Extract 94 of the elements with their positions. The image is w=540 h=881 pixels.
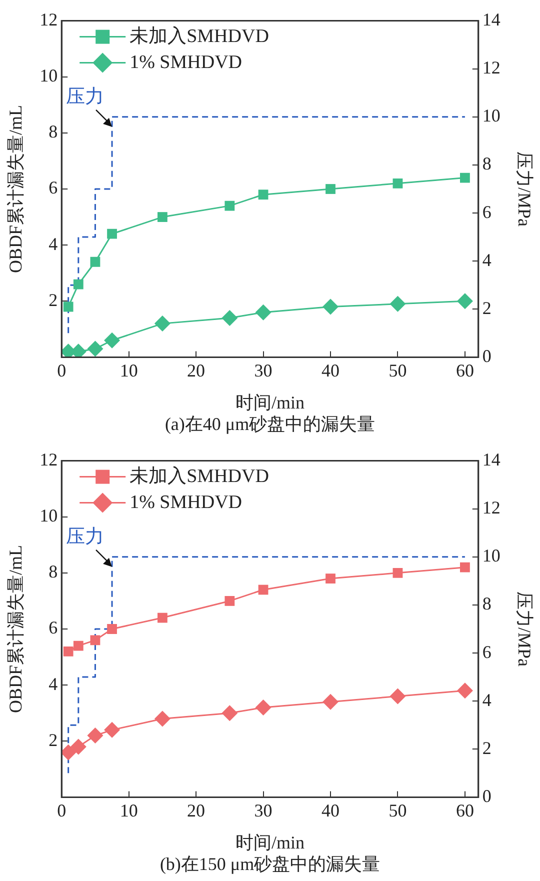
point: [104, 722, 120, 738]
point: [326, 184, 336, 194]
point: [258, 584, 268, 595]
point: [224, 596, 235, 606]
y-tick-label: 6: [48, 178, 58, 198]
point: [258, 190, 268, 200]
point: [107, 624, 117, 634]
text: (b)在150 μm砂盘中的漏失量: [160, 854, 380, 874]
point: [392, 568, 403, 578]
point: [255, 699, 272, 716]
point: [392, 178, 403, 188]
y-tick-label: 12: [40, 10, 58, 30]
x-tick-label: 20: [187, 800, 206, 821]
y2-tick-label: 12: [482, 498, 500, 518]
x-axis-title: 时间/min: [235, 832, 305, 852]
point: [107, 228, 117, 239]
annotation: 压力: [66, 86, 104, 108]
y2-tick-label: 6: [482, 202, 492, 222]
point: [154, 316, 170, 332]
x-tick-label: 0: [57, 360, 66, 381]
point: [322, 694, 339, 710]
point: [222, 705, 238, 722]
y-tick-label: 6: [48, 618, 58, 638]
point: [70, 738, 86, 755]
x-tick-label: 50: [388, 800, 407, 821]
y2-axis-title: 压力/MPa: [514, 591, 534, 667]
y-tick-label: 10: [40, 66, 58, 86]
point: [157, 212, 168, 222]
point: [63, 302, 74, 312]
text: (a)在40 μm砂盘中的漏失量: [164, 414, 376, 434]
x-tick-label: 60: [456, 800, 474, 821]
legend-label: 未加入SMHDVD: [130, 466, 269, 487]
x-tick-label: 0: [57, 800, 66, 821]
y2-tick-label: 8: [482, 154, 492, 174]
y2-tick-label: 8: [482, 594, 492, 614]
legend-label: 1% SMHDVD: [130, 492, 242, 513]
point: [62, 744, 76, 760]
legend-label: 未加入SMHDVD: [130, 26, 269, 47]
point: [87, 340, 104, 357]
x-tick-label: 40: [322, 800, 340, 821]
y2-tick-label: 0: [482, 346, 492, 366]
y2-tick-label: 6: [482, 642, 492, 662]
point: [63, 646, 74, 656]
point: [154, 710, 170, 727]
point: [222, 310, 238, 326]
x-tick-label: 60: [456, 360, 474, 381]
y-tick-label: 8: [48, 122, 58, 142]
x-tick-label: 30: [254, 800, 272, 821]
y2-tick-label: 14: [482, 10, 500, 30]
y2-tick-label: 10: [482, 106, 500, 126]
y2-tick-label: 10: [482, 546, 500, 566]
y-tick-label: 4: [48, 674, 58, 694]
y2-tick-label: 2: [482, 738, 492, 758]
point: [326, 574, 336, 584]
point: [224, 200, 235, 211]
y-tick-label: 8: [48, 562, 58, 582]
y2-axis-title: 压力/MPa: [514, 151, 534, 227]
x-tick-label: 30: [254, 360, 272, 381]
annotation: 压力: [66, 526, 104, 548]
y-tick-label: 10: [40, 506, 58, 526]
point: [456, 682, 473, 699]
y2-tick-label: 4: [482, 690, 492, 710]
x-tick-label: 10: [120, 360, 138, 381]
point: [73, 640, 84, 651]
point: [390, 296, 406, 312]
y2-tick-label: 2: [482, 298, 492, 318]
y-tick-label: 12: [40, 450, 58, 470]
point: [255, 304, 272, 320]
x-axis-title: 时间/min: [235, 392, 305, 412]
point: [460, 172, 470, 183]
point: [460, 562, 470, 572]
y-axis-title: OBDF累计漏失量/mL: [6, 544, 26, 714]
y-axis-title: OBDF累计漏失量/mL: [6, 104, 26, 274]
legend-label: 1% SMHDVD: [130, 52, 242, 73]
y-tick-label: 2: [48, 730, 58, 750]
point: [104, 332, 120, 348]
point: [87, 728, 104, 744]
x-tick-label: 50: [388, 360, 407, 381]
y-tick-label: 2: [48, 290, 58, 310]
y2-tick-label: 4: [482, 250, 492, 270]
y2-tick-label: 12: [482, 58, 500, 78]
point: [90, 256, 100, 267]
point: [73, 279, 84, 290]
y2-tick-label: 14: [482, 450, 500, 470]
point: [157, 612, 168, 623]
point: [390, 688, 406, 704]
x-tick-label: 40: [322, 360, 340, 381]
point: [322, 298, 339, 315]
y-tick-label: 4: [48, 234, 58, 254]
x-tick-label: 10: [120, 800, 138, 821]
point: [456, 293, 473, 310]
x-tick-label: 20: [187, 360, 206, 381]
y2-tick-label: 0: [482, 786, 492, 806]
point: [90, 635, 100, 646]
